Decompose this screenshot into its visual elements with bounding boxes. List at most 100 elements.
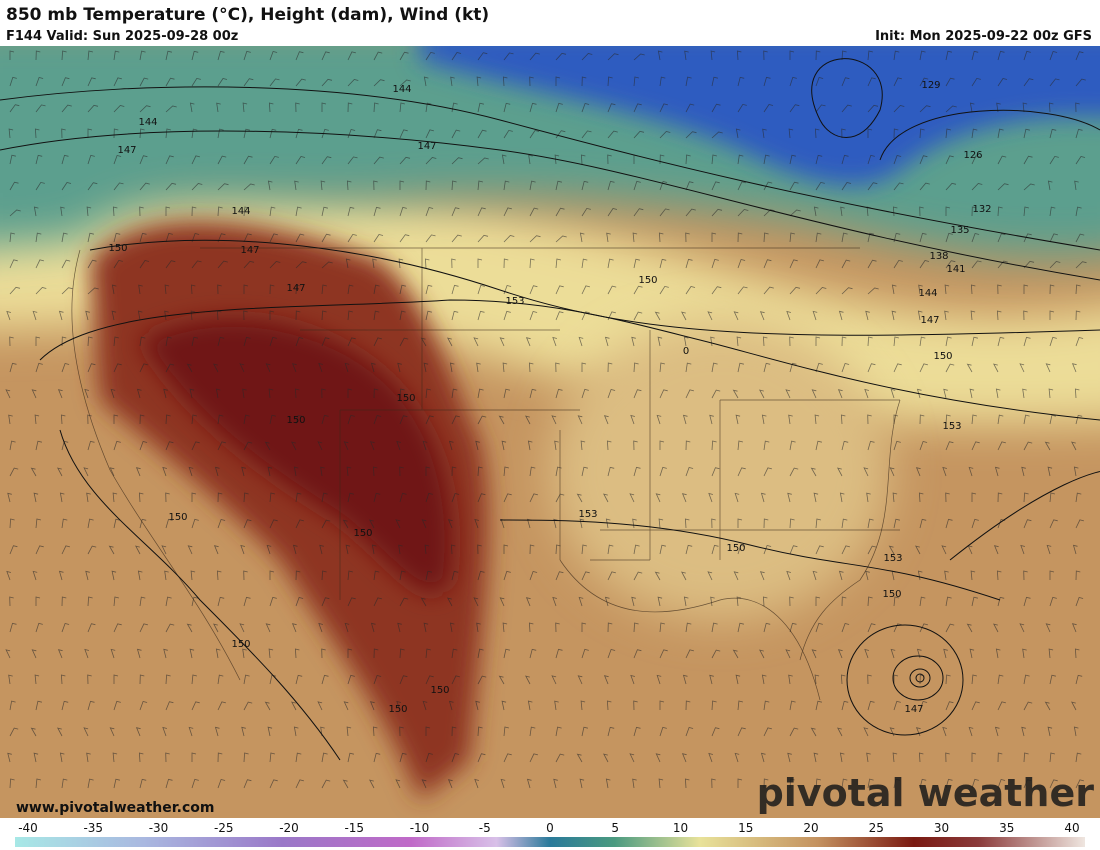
- wind-barb: [971, 233, 980, 243]
- wind-barb: [607, 208, 618, 217]
- wind-barb: [529, 388, 537, 399]
- wind-barb: [1020, 544, 1025, 555]
- wind-barb: [607, 571, 616, 581]
- wind-barb: [789, 154, 796, 165]
- wind-barb: [529, 130, 540, 139]
- contour-label: 144: [231, 206, 250, 217]
- wind-barb: [425, 129, 434, 139]
- wind-barb: [685, 131, 697, 139]
- website: www.pivotalweather.com: [16, 800, 215, 816]
- wind-barb: [186, 623, 193, 633]
- wind-barb: [555, 753, 565, 763]
- wind-barb: [841, 363, 850, 373]
- state-borders: [200, 247, 900, 600]
- wind-barb: [269, 519, 278, 529]
- wind-barb: [786, 310, 791, 321]
- wind-barb: [83, 467, 89, 477]
- wind-barb: [371, 544, 377, 555]
- wind-barb: [970, 310, 976, 321]
- wind-barb: [61, 259, 71, 269]
- wind-barb: [503, 466, 509, 477]
- wind-barb: [423, 362, 429, 373]
- wind-barb: [1075, 102, 1080, 113]
- wind-barb: [243, 596, 251, 607]
- wind-barb: [35, 440, 42, 451]
- wind-barb: [399, 51, 409, 61]
- wind-barb: [578, 596, 584, 607]
- wind-barb: [347, 206, 355, 217]
- wind-barb: [971, 336, 978, 347]
- wind-barb: [33, 492, 39, 503]
- wind-barb: [997, 752, 1003, 763]
- wind-barb: [945, 50, 952, 61]
- wind-barb: [477, 258, 483, 268]
- contour-label: 147: [920, 315, 939, 326]
- wind-barb: [761, 674, 767, 685]
- wind-barb: [347, 597, 356, 607]
- wind-barb: [576, 753, 583, 763]
- wind-barb: [451, 415, 460, 425]
- valid-time: F144 Valid: Sun 2025-09-28 00z: [6, 29, 238, 44]
- wind-barb: [607, 258, 614, 269]
- contour-label: 141: [946, 264, 965, 275]
- wind-barb: [1023, 674, 1030, 685]
- wind-barb: [733, 311, 739, 321]
- wind-barb: [916, 648, 922, 659]
- wind-barb: [451, 466, 457, 477]
- wind-barb: [87, 104, 99, 113]
- wind-barb: [502, 622, 508, 633]
- wind-barb: [812, 570, 818, 581]
- wind-barb: [113, 700, 121, 711]
- wind-barb: [789, 76, 797, 87]
- wind-barb: [476, 362, 481, 373]
- wind-barb: [633, 649, 642, 659]
- wind-barb: [217, 128, 224, 139]
- wind-barb: [737, 232, 743, 243]
- wind-barb: [735, 414, 741, 425]
- wind-barb: [763, 76, 771, 87]
- wind-barb: [477, 544, 482, 555]
- wind-barb: [633, 208, 644, 217]
- wind-barb: [710, 50, 716, 61]
- wind-barb: [1075, 337, 1084, 347]
- wind-barb: [579, 518, 585, 529]
- wind-barb: [525, 415, 531, 425]
- wind-barb: [631, 596, 636, 607]
- wind-barb: [61, 232, 68, 243]
- wind-barb: [813, 206, 819, 217]
- wind-barb: [87, 545, 97, 555]
- wind-barb: [113, 674, 119, 684]
- wind-barb: [1075, 752, 1082, 763]
- wind-barb: [890, 648, 896, 659]
- wind-barb: [867, 545, 877, 555]
- wind-barb: [737, 154, 744, 165]
- map: 144 144 147 147 144 150 147 147 153 150 0 150 150 153…: [0, 46, 1100, 818]
- wind-barb: [659, 700, 665, 710]
- wind-barb: [581, 622, 587, 632]
- wind-barb: [1049, 155, 1059, 165]
- wind-barb: [997, 260, 1008, 269]
- wind-barb: [294, 648, 300, 659]
- contour-label: 147: [240, 245, 259, 256]
- wind-barb: [295, 78, 306, 87]
- wind-barb: [165, 206, 171, 216]
- wind-barb: [425, 466, 431, 476]
- wind-barb: [423, 76, 429, 87]
- wind-barb: [87, 154, 95, 165]
- wind-barb: [269, 674, 276, 685]
- contour-label: 138: [929, 251, 948, 262]
- wind-barb: [35, 596, 41, 606]
- wind-barb: [136, 388, 142, 399]
- contour-label: 135: [950, 225, 969, 236]
- wind-barb: [919, 128, 925, 139]
- wind-barb: [633, 53, 645, 61]
- wind-barb: [711, 518, 716, 529]
- wind-barb: [551, 415, 557, 425]
- wind-barb: [295, 233, 305, 243]
- wind-barb: [867, 440, 875, 451]
- wind-barb: [581, 285, 590, 295]
- wind-barb: [1049, 78, 1060, 87]
- wind-barb: [893, 182, 904, 191]
- wind-barb: [9, 727, 19, 737]
